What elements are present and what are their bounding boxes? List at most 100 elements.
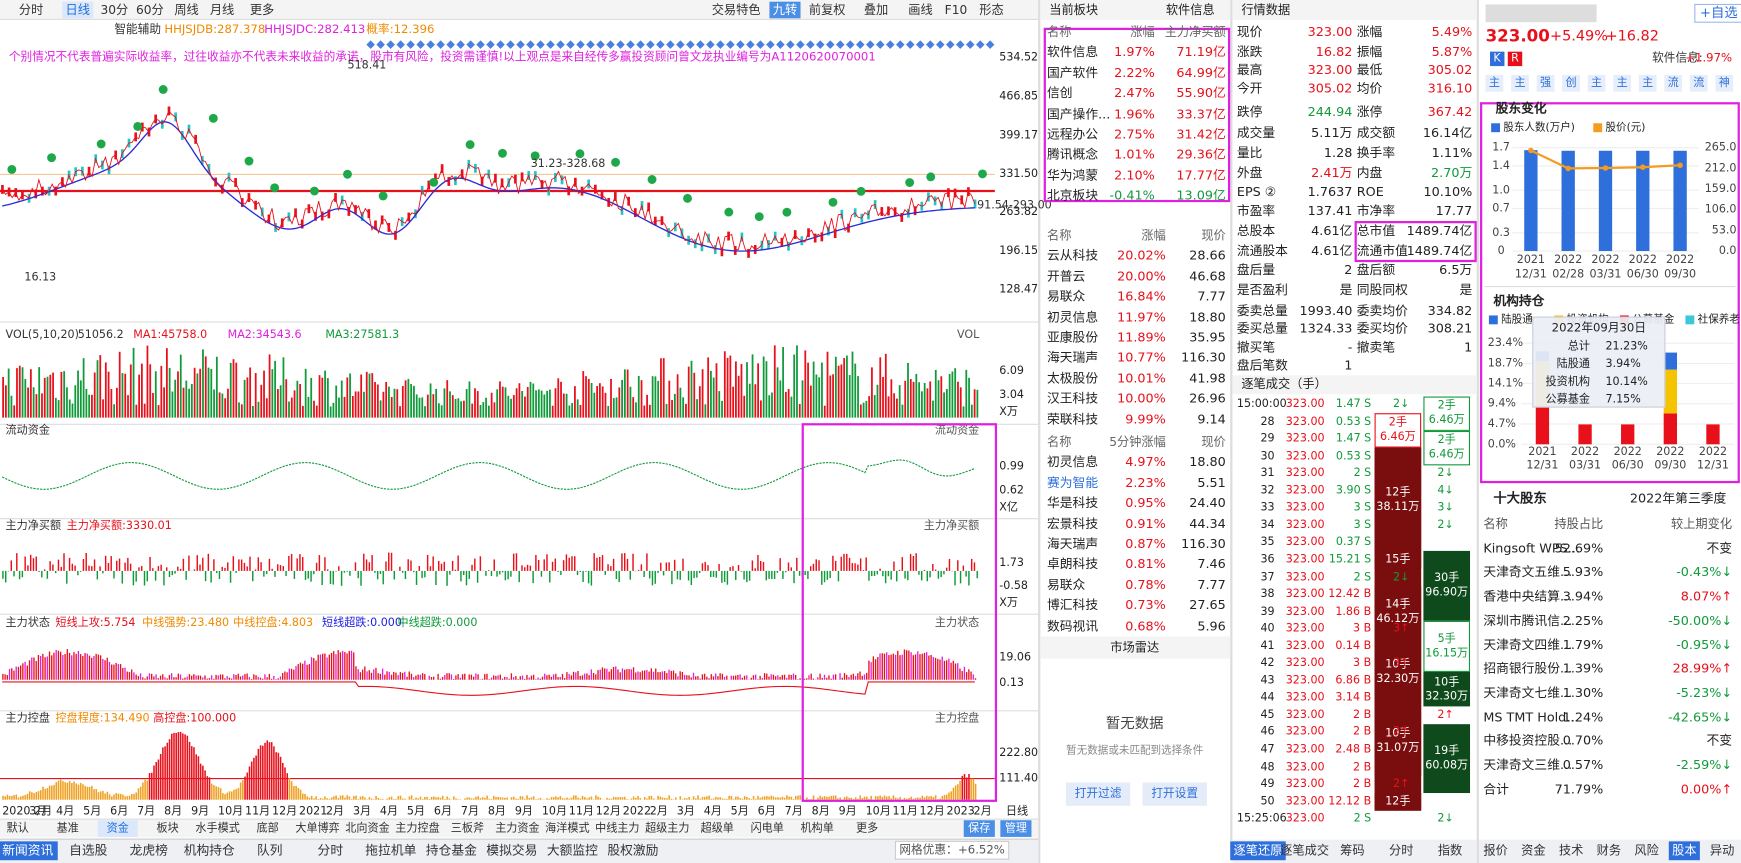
indicator-tab[interactable]: 管理	[1000, 820, 1032, 837]
ctrl-bar	[888, 796, 890, 800]
indicator-tab[interactable]: 超级单	[700, 822, 734, 835]
quote-label: 委卖总量	[1236, 302, 1288, 319]
x-tick-label: 6月	[757, 805, 776, 819]
watch-button[interactable]: +自选	[1694, 3, 1741, 23]
ctrl-bar	[439, 797, 442, 800]
nav-tab[interactable]: 机构持仓	[183, 842, 235, 859]
indicator-tab[interactable]: 主力资金	[495, 822, 540, 835]
nav-tab[interactable]: 新闻资讯	[0, 841, 58, 861]
tab[interactable]: 叠加	[863, 2, 889, 18]
indicator-tab[interactable]: 主力控盘	[395, 822, 440, 835]
net-bar	[91, 566, 93, 571]
vol-bar	[760, 400, 762, 418]
tab[interactable]: 九转	[769, 1, 801, 19]
indicator-tab[interactable]: 中线主力	[595, 822, 640, 835]
ctrl-bar	[484, 797, 486, 800]
vol-bar	[549, 389, 551, 418]
quote-value: 2	[1344, 261, 1353, 278]
ctrl-bar	[4, 796, 6, 800]
tab[interactable]: 形态	[979, 2, 1004, 18]
indicator-tab[interactable]: 大单博弈	[295, 822, 340, 835]
indicator-tab[interactable]: 超级主力	[645, 822, 690, 835]
nav-tab[interactable]: 龙虎榜	[129, 842, 168, 859]
vol-bar	[782, 347, 784, 418]
tab[interactable]: 报价	[1483, 843, 1508, 859]
ctrl-bar	[299, 789, 302, 800]
label: 云从科技	[1047, 247, 1099, 264]
ctrl-bar	[397, 796, 400, 800]
state-bar	[695, 676, 697, 680]
net-bar	[460, 570, 462, 582]
nav-tab[interactable]: 股权激励	[607, 842, 659, 859]
tab[interactable]: 资金	[1521, 843, 1546, 859]
indicator-tab[interactable]: 闪电单	[750, 822, 784, 835]
net-bar	[682, 558, 684, 571]
ctrl-bar	[453, 796, 455, 800]
tab[interactable]: 异动	[1709, 843, 1735, 859]
tab[interactable]: 前复权	[808, 2, 846, 18]
nav-tab[interactable]: 模拟交易	[486, 842, 538, 859]
nav-tab[interactable]: 拖拉机单	[365, 842, 417, 859]
state-bar	[122, 668, 124, 680]
indicator-tab[interactable]: 基准	[56, 822, 79, 835]
tab[interactable]: 逐笔成交	[1280, 843, 1330, 859]
indicator-tab[interactable]: 板块	[156, 822, 179, 835]
ctrl-bar	[555, 796, 557, 800]
ctrl-bar	[388, 797, 391, 800]
tab[interactable]: 风险	[1634, 843, 1659, 859]
tab[interactable]: 指数	[1437, 843, 1463, 859]
tab[interactable]: 更多	[249, 2, 275, 18]
vol-bar	[784, 391, 787, 418]
legend-label: 股东人数(万户)	[1503, 121, 1575, 134]
tab[interactable]: 分时	[1388, 843, 1414, 859]
tab[interactable]: 月线	[209, 2, 235, 18]
tab[interactable]: F10	[944, 2, 968, 18]
tab[interactable]: 30分	[100, 2, 129, 18]
indicator-tab[interactable]: 更多	[856, 822, 879, 835]
vol-bar	[102, 399, 104, 418]
tab[interactable]: 画线	[908, 2, 933, 18]
vol-bar	[440, 405, 443, 418]
nav-tab[interactable]: 持仓基金	[425, 842, 477, 859]
tab[interactable]: 技术	[1558, 843, 1584, 859]
button[interactable]: 打开过滤	[1065, 782, 1131, 806]
vol-bar	[35, 394, 38, 418]
indicator-tab[interactable]: 三板斧	[450, 822, 485, 835]
vol-bar	[282, 357, 285, 418]
tab[interactable]: 60分	[136, 2, 164, 18]
ctrl-bar	[401, 798, 404, 800]
tab[interactable]: 日线	[62, 1, 94, 19]
nav-tab[interactable]: 队列	[257, 842, 283, 859]
indicator-tab[interactable]: 海洋模式	[545, 822, 590, 835]
tab[interactable]: 财务	[1596, 843, 1622, 859]
indicator-tab[interactable]: 底部	[256, 822, 279, 835]
button[interactable]: 打开设置	[1142, 782, 1207, 806]
vol-bar	[698, 386, 701, 418]
state-bar	[492, 675, 495, 680]
tab[interactable]: 交易特色	[711, 2, 761, 18]
indicator-tab[interactable]: 水手模式	[195, 822, 240, 835]
tab[interactable]: 逐笔还原	[1230, 841, 1286, 861]
tab[interactable]: 周线	[174, 2, 199, 18]
net-bar	[782, 570, 784, 579]
nav-tab[interactable]: 自选股	[69, 842, 108, 859]
state-bar	[115, 662, 117, 680]
indicator-tab[interactable]: 机构单	[800, 822, 834, 835]
indicator-tab[interactable]: 保存	[963, 820, 995, 837]
ctrl-bar	[199, 763, 202, 800]
net-bar	[185, 570, 187, 580]
tab[interactable]: 分时	[18, 2, 44, 18]
vol-bar	[637, 375, 640, 418]
net-bar	[210, 570, 212, 583]
indicator-tab[interactable]: 资金	[97, 820, 138, 837]
indicator-tab[interactable]: 默认	[6, 822, 29, 835]
tab[interactable]: 筹码	[1340, 843, 1365, 859]
tab[interactable]: 股本	[1668, 841, 1700, 861]
state-bar	[22, 663, 24, 680]
nav-tab[interactable]: 大额监控	[546, 842, 598, 859]
net-bar	[29, 554, 32, 571]
indicator-tab[interactable]: 北向资金	[345, 822, 390, 835]
vol-bar	[426, 394, 429, 418]
net-bar	[13, 570, 15, 577]
nav-tab[interactable]: 分时	[317, 842, 344, 859]
